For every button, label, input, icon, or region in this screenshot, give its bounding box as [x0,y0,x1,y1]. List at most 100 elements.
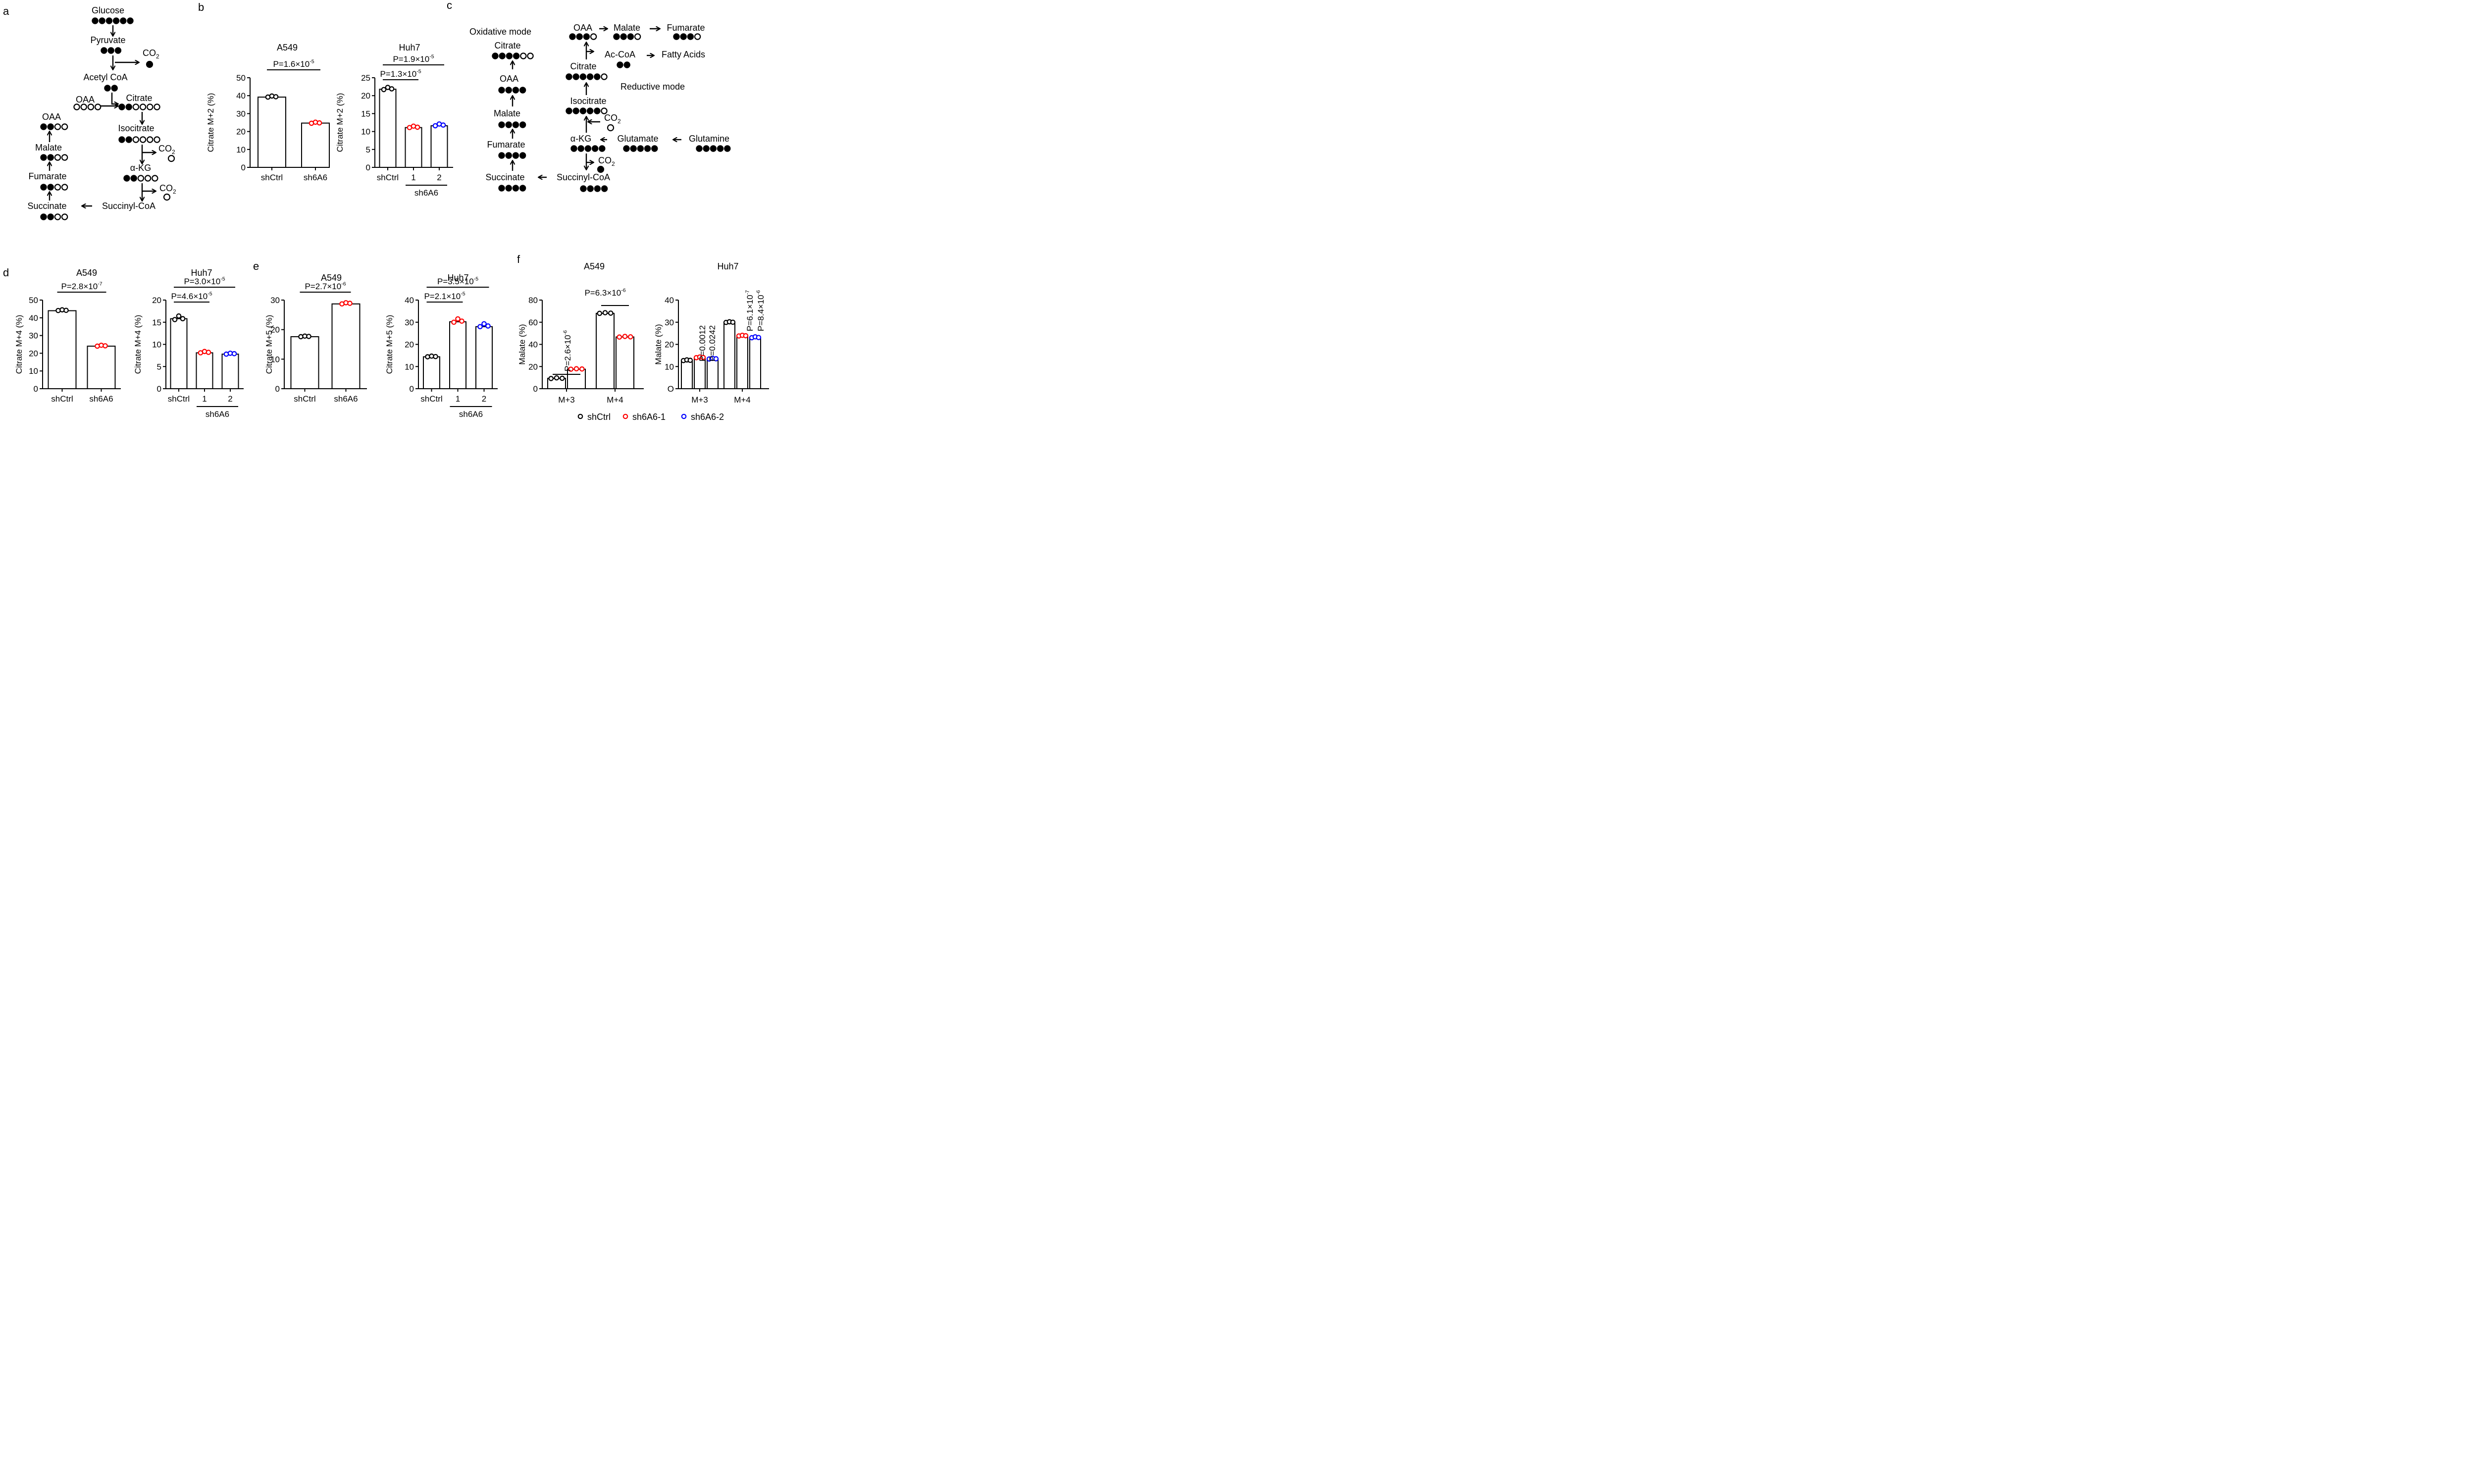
bar-M+3-shCtrl [681,360,693,389]
data-point [433,354,438,359]
citrate-carbons-atom [125,103,132,110]
data-point [389,86,395,92]
y-tick-label: 80 [528,296,538,305]
data-point [347,301,353,306]
fumarate-red-carbons-atom [673,33,680,40]
legend-marker-shctrl [577,413,583,419]
malate-carbons [40,154,68,161]
co2_3-base: CO [159,183,173,193]
bar-1 [449,321,466,389]
citrate-red-carbons-atom [579,73,587,80]
node-akg: α-KG [130,163,151,173]
bar-M+3-sh6A6-1 [694,357,706,389]
glutamine-carbons-atom [724,145,731,152]
malate-ox-carbons-atom [519,121,526,128]
node-citrate-red: Citrate [570,61,596,71]
malate-carbons-atom [40,154,47,161]
data-point [455,316,461,322]
chart-title: A549 [584,261,605,271]
succinate-carbons-atom [505,185,512,192]
oaa-red-carbons-atom [583,33,590,40]
data-point [459,318,464,324]
co2-1-carbon [146,60,154,68]
co2-a-carbon-atom [607,124,615,132]
glutamine-carbons-atom [703,145,710,152]
pvalue-label-base: P=4.6×10 [171,292,207,301]
fumarate-carbons-atom [47,184,54,191]
node-co2-3: CO2 [159,183,176,195]
isocitrate-carbons-atom [118,136,125,143]
fumarate-carbons-atom [54,184,61,191]
isocitrate-carbons-atom [586,107,594,114]
data-point [602,310,608,315]
y-tick-label: 0 [410,384,414,394]
panel-c-arrows [513,29,681,177]
node-ac-coa: Ac-CoA [605,50,635,59]
panel-letter-d: d [3,266,9,279]
y-tick-label: 0 [34,384,38,394]
pvalue-label-base: P=0.0012 [698,325,707,361]
chart-d-a549: d A549 0 10 20 30 40 50 Citrate M+4 (%) shCtrl sh6… [3,266,121,404]
y-tick-label: 40 [665,296,674,305]
data-point [622,334,628,339]
data-point [477,324,483,329]
co2_2-sub: 2 [172,149,175,155]
x-tick-label-shCtrl: shCtrl [377,173,399,182]
node-oaa-red: OAA [573,23,592,33]
legend: shCtrl sh6A6-1 sh6A6-2 [577,412,724,420]
node-oaa-ox: OAA [500,74,518,84]
pvalue-label: P=2.1×10-5 [424,291,465,301]
panel-a-nodes: Glucose Pyruvate Acetyl CoA OAA Citrate Isoci… [27,5,176,220]
citrate-carbons-atom [154,103,160,110]
oaa-ox-carbons-atom [519,87,526,94]
panel-letter-e: e [253,260,259,272]
fumarate-red-carbons [673,33,701,40]
x-tick-label-shCtrl: shCtrl [294,394,315,404]
isocitrate-carbons-atom [147,136,154,143]
panel-c-pathway: c Oxidative mode Reductive mode Citrate O… [447,0,731,192]
oaa-out-carbons-atom [47,123,54,130]
citrate-ox-carbons-atom [520,52,527,59]
glucose-carbons-atom [105,17,113,24]
pvalue-label-exp: -6 [755,290,761,295]
oaa-red-carbons [569,33,597,40]
node-malate-ox: Malate [494,108,520,118]
y-tick-label: 20 [528,362,538,371]
y-tick-label: 25 [361,73,370,83]
panel-letter-b: b [198,1,204,13]
pvalue-label-exp: -5 [220,276,225,282]
pvalue-label: P=6.1×10-7 [744,290,755,331]
data-point [63,307,69,313]
y-tick-label: 40 [236,91,246,101]
bar-M+4-shCtrl [596,312,615,389]
isocitrate-carbons-atom [579,107,587,114]
isocitrate-carbons-atom [125,136,132,143]
pvalue-label: P=6.3×10-6 [584,287,625,298]
data-point [381,87,387,93]
node-oaa-in: OAA [76,95,95,104]
glucose-carbons-atom [127,17,134,24]
co2_b-base: CO [598,155,612,165]
group-label-sh6a6: sh6A6 [206,409,229,419]
bar-shCtrl [170,318,188,390]
figure-canvas: a Glucose Pyruvate Acetyl CoA OAA Citrate Iso… [3,0,769,420]
fumarate-ox-carbons-atom [519,152,526,159]
data-point [627,334,633,340]
pvalue-label-base: P=2.1×10 [424,292,461,301]
y-tick-label: 50 [236,73,246,83]
x-tick-label-M+3: M+3 [691,395,708,405]
co2_2-base: CO [158,144,172,154]
y-tick-label: 0 [241,163,246,172]
acetyl-coa-carbons-atom [104,85,111,92]
node-co2-b: CO2 [598,155,615,167]
malate-carbons-atom [61,154,68,161]
data-point [554,375,560,381]
citrate-carbons-atom [147,103,154,110]
pvalue-label-exp: -5 [474,276,479,282]
succinyl-coa-carbons-atom [601,185,608,192]
isocitrate-carbons [118,136,160,143]
glucose-carbons-atom [112,17,120,24]
data-point [306,334,311,339]
malate-red-carbons [613,33,641,40]
data-point [568,366,574,372]
